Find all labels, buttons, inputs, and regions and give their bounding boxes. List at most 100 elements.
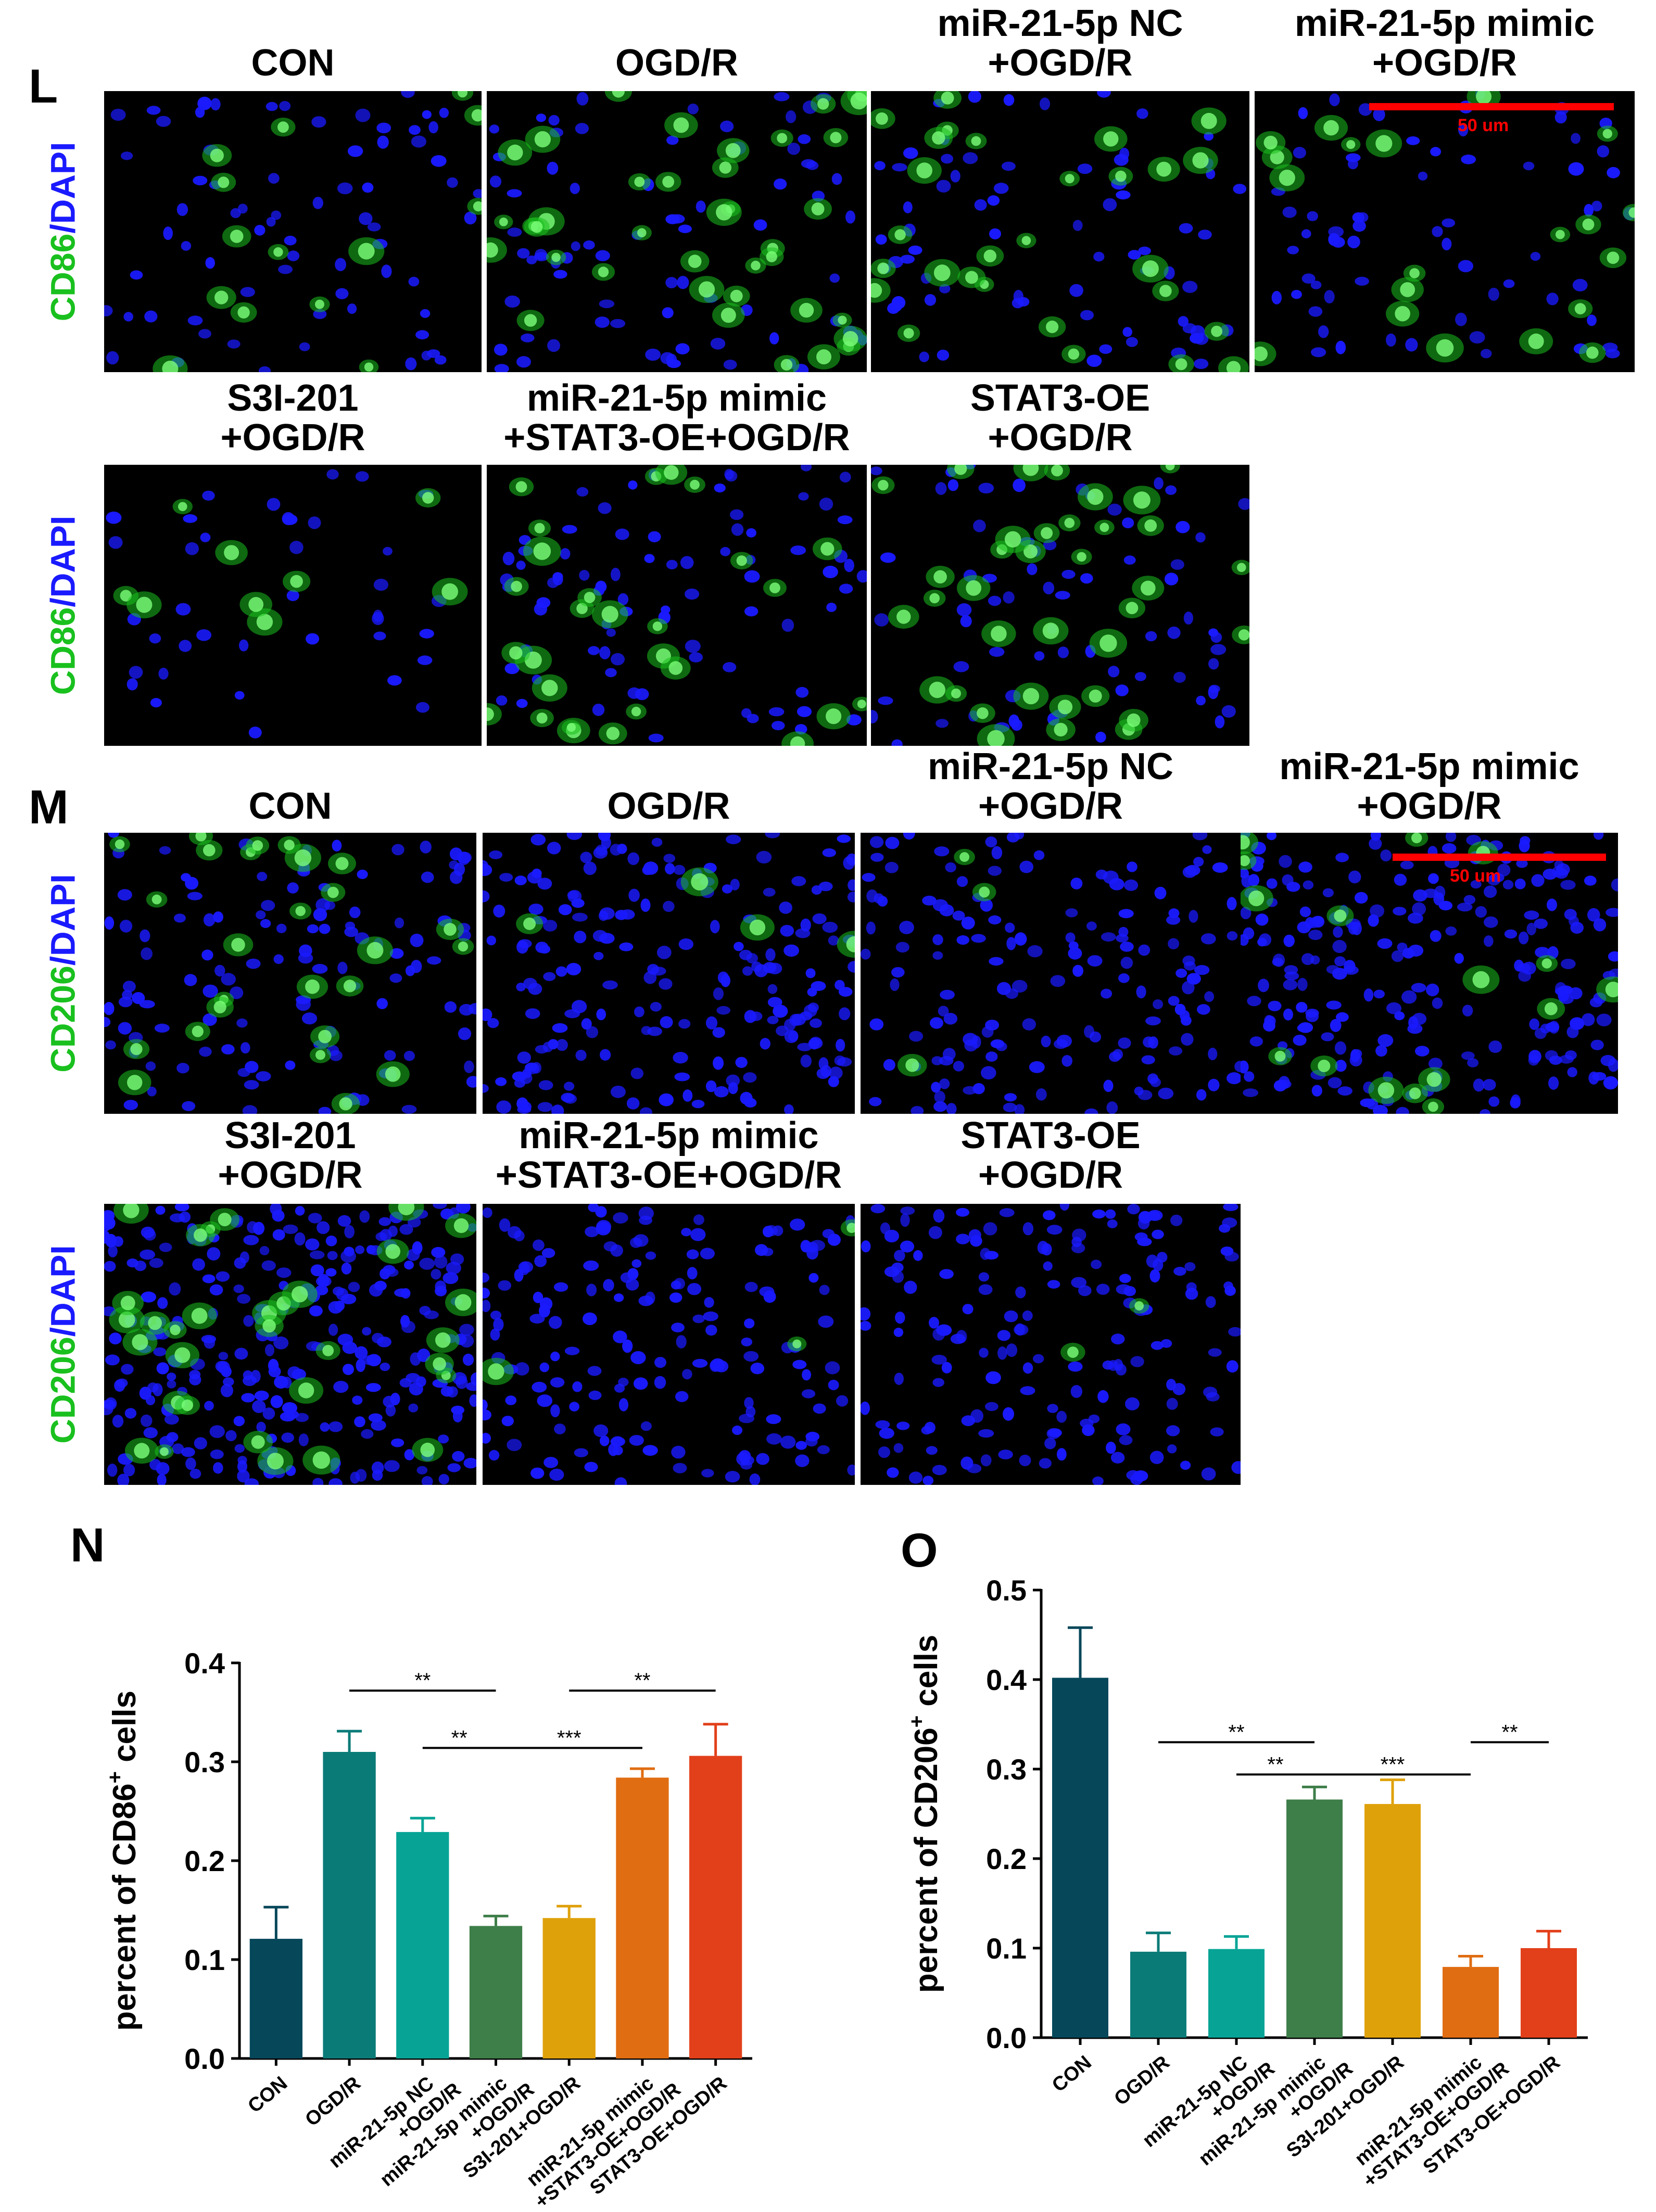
nucleus [105,1234,117,1248]
chart-n: N 0.0 0.1 0.2 0.3 0.4 percent of CD86+ cells CO… [0,1519,812,2212]
nucleus [1305,917,1315,929]
positive-cell-core [339,1097,352,1111]
nucleus [1284,965,1298,975]
nucleus [1196,1089,1207,1101]
nucleus [1222,1217,1237,1228]
nucleus [939,1269,954,1279]
positive-cell-core [499,218,508,226]
positive-cell-core [929,593,940,604]
nucleus [104,1002,115,1015]
positive-cell-core [725,143,741,158]
nucleus [332,840,342,851]
nucleus [1210,644,1227,655]
nucleus [539,1297,553,1311]
nucleus [941,154,953,164]
nucleus [1169,1046,1183,1056]
nucleus [525,1008,540,1019]
bar [616,1777,669,2058]
y-tick-label: 0.2 [184,1845,225,1877]
nucleus [931,1355,947,1365]
image-title: OGD/R [451,786,886,827]
nucleus [408,276,420,287]
positive-cell-core [1054,722,1068,736]
nucleus [122,981,136,993]
nucleus [270,1395,283,1408]
nucleus [956,935,969,945]
nucleus [1027,563,1038,575]
nucleus [641,1026,652,1035]
nucleus [593,1424,609,1438]
nucleus [676,1335,687,1349]
nucleus [999,1208,1015,1217]
nucleus [571,241,580,251]
nucleus [530,834,546,846]
nucleus [883,1059,895,1071]
y-axis-label-sup: + [905,1715,928,1727]
nucleus [869,836,884,848]
nucleus [797,706,812,717]
nucleus [895,1312,905,1324]
nucleus [172,1443,184,1454]
nucleus [903,201,913,213]
nucleus [939,1078,950,1089]
nucleus [182,1101,196,1111]
nucleus [533,1291,543,1303]
nucleus [1282,206,1297,218]
nucleus [922,895,937,906]
nucleus [956,876,968,887]
nucleus [673,865,686,875]
nucleus [1087,955,1103,967]
nucleus [202,1274,216,1283]
nucleus [981,1026,994,1038]
nucleus [227,339,241,349]
positive-cell-core [534,523,545,533]
nucleus [1019,860,1033,873]
nucleus [146,106,161,115]
nucleus [1335,340,1346,354]
positive-cell-core [507,144,523,161]
nucleus [434,355,447,365]
panel-letter-o: O [901,1524,938,1577]
nucleus [132,992,145,1005]
nucleus [419,629,434,639]
nucleus [685,588,700,600]
nucleus [1147,1073,1158,1084]
significance-label: *** [557,1726,582,1749]
positive-cell-core [1165,465,1175,471]
nucleus [779,901,792,914]
nucleus [243,1235,259,1245]
nucleus [443,1272,459,1285]
positive-cell-core [294,849,312,867]
positive-cell-core [846,1223,855,1233]
nucleus [389,948,404,959]
nucleus [795,1454,810,1467]
stain-label: CD206/DAPI [43,874,82,1072]
nucleus [108,536,123,549]
positive-cell-core [719,161,731,174]
nucleus [773,1005,788,1018]
nucleus [1120,957,1133,969]
positive-cell-core [1346,140,1356,149]
nucleus [1167,626,1181,639]
positive-cell-core [1607,251,1620,264]
nucleus [157,1297,168,1309]
nucleus [725,470,738,482]
nucleus [1370,904,1385,918]
image-title-line: +STAT3-OE+OGD/R [503,416,850,459]
nucleus [140,1414,153,1427]
positive-cell-core [954,465,967,475]
positive-cell-core [1133,491,1151,509]
nucleus [731,523,744,536]
nucleus [159,1242,172,1252]
nucleus [1321,1032,1334,1041]
nucleus [285,1060,296,1070]
nucleus [1584,204,1594,217]
nucleus [829,273,840,283]
nucleus [874,613,889,627]
nucleus [355,471,369,482]
image-title: S3I-201 +OGD/R [73,378,513,457]
nucleus [563,1094,577,1104]
image-title: miR-21-5p mimic +STAT3-OE+OGD/R [456,378,898,459]
positive-cell-core [487,707,494,721]
